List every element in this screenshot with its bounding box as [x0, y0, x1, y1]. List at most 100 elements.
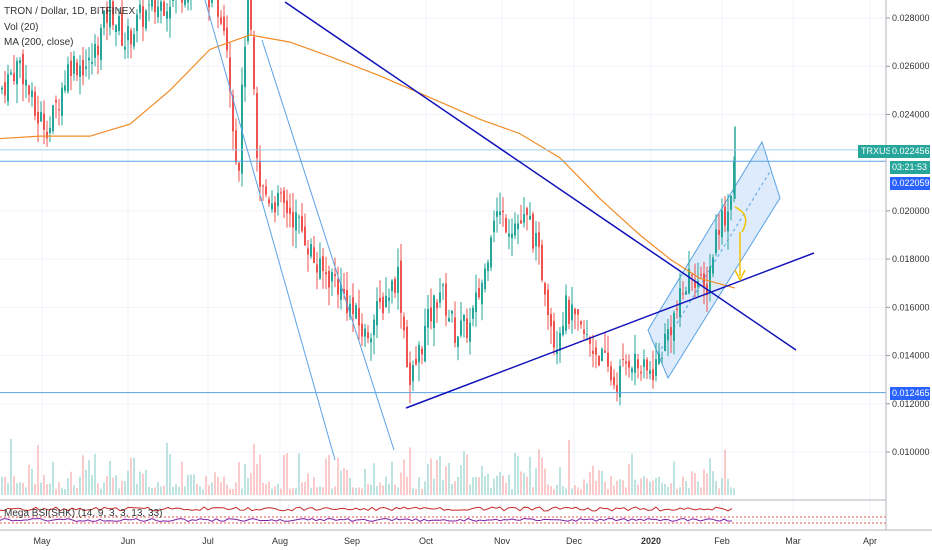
- volume-bar: [451, 483, 453, 495]
- volume-legend[interactable]: Vol (20): [4, 22, 39, 33]
- hline-price-tag-upper: 0.022059: [890, 177, 930, 190]
- candle-body: [685, 291, 687, 295]
- volume-bar: [4, 476, 6, 495]
- x-tick-label: Mar: [785, 536, 801, 546]
- candle-body: [466, 318, 468, 338]
- candle-body: [460, 320, 462, 336]
- candle-body: [598, 355, 600, 366]
- x-tick-label: Jul: [202, 536, 214, 546]
- candle-body: [730, 195, 732, 211]
- volume-bar: [664, 483, 666, 495]
- volume-bar: [391, 461, 393, 495]
- candle-body: [262, 185, 264, 187]
- volume-bar: [55, 488, 57, 495]
- candle-body: [475, 292, 477, 313]
- volume-bar: [46, 484, 48, 495]
- volume-bar: [340, 470, 342, 495]
- volume-bar: [499, 471, 501, 495]
- candle-body: [658, 353, 660, 364]
- candle-body: [229, 57, 231, 91]
- candle-body: [661, 357, 663, 359]
- volume-bar: [178, 486, 180, 495]
- candle-body: [526, 208, 528, 215]
- volume-bar: [388, 483, 390, 495]
- candle-body: [454, 317, 456, 343]
- volume-bar: [541, 457, 543, 495]
- volume-bar: [184, 486, 186, 495]
- volume-bar: [211, 482, 213, 495]
- candle-body: [136, 14, 138, 32]
- volume-bar: [604, 481, 606, 495]
- volume-bar: [484, 476, 486, 495]
- x-tick-label: Dec: [566, 536, 583, 546]
- candle-body: [682, 293, 684, 295]
- volume-bar: [337, 457, 339, 495]
- candle-body: [331, 272, 333, 282]
- volume-bar: [103, 482, 105, 495]
- volume-bar: [550, 486, 552, 495]
- volume-bar: [328, 455, 330, 495]
- candle-body: [406, 326, 408, 368]
- candle-body: [688, 268, 690, 294]
- volume-bar: [433, 478, 435, 495]
- volume-bar: [415, 488, 417, 495]
- x-tick-label: Nov: [494, 536, 511, 546]
- volume-bar: [1, 476, 3, 495]
- candle-body: [238, 162, 240, 171]
- volume-bar: [409, 447, 411, 495]
- down-arrow-head: [734, 269, 746, 282]
- candle-body: [502, 210, 504, 213]
- candle-body: [55, 99, 57, 103]
- candle-body: [556, 349, 558, 355]
- volume-bar: [721, 478, 723, 495]
- candle-body: [298, 216, 300, 218]
- volume-bar: [139, 471, 141, 495]
- volume-bar: [355, 487, 357, 495]
- volume-bar: [283, 454, 285, 495]
- candle-body: [649, 370, 651, 374]
- volume-bar: [82, 455, 84, 495]
- steep-line-1: [204, 0, 336, 461]
- candle-body: [316, 264, 318, 273]
- hline-price-tag-lower: 0.012465: [890, 387, 930, 400]
- volume-bar: [394, 484, 396, 495]
- candle-body: [265, 186, 267, 195]
- descending-trendline: [284, 1, 797, 351]
- volume-bar: [724, 449, 726, 495]
- volume-bar: [199, 486, 201, 495]
- volume-bar: [13, 476, 15, 495]
- candle-body: [130, 30, 132, 45]
- volume-bar: [331, 488, 333, 495]
- candle-body: [490, 237, 492, 268]
- ma-legend[interactable]: MA (200, close): [4, 37, 74, 48]
- candle-body: [217, 0, 219, 17]
- candle-body: [517, 223, 519, 230]
- y-tick-label: 0.012000: [892, 399, 930, 409]
- candle-body: [538, 232, 540, 247]
- volume-bar: [127, 470, 129, 495]
- candle-body: [58, 109, 60, 111]
- candle-body: [67, 64, 69, 92]
- volume-bar: [190, 474, 192, 495]
- volume-bar: [292, 488, 294, 495]
- volume-bar: [436, 460, 438, 495]
- volume-bar: [493, 478, 495, 495]
- volume-bar: [613, 485, 615, 495]
- y-tick-label: 0.028000: [892, 13, 930, 23]
- candle-body: [574, 308, 576, 315]
- candle-body: [280, 192, 282, 194]
- volume-bar: [625, 487, 627, 495]
- oscillator-legend[interactable]: Mega BSI(SHK) (14, 9, 3, 3, 13, 33): [4, 508, 163, 519]
- candle-body: [370, 338, 372, 343]
- volume-bar: [160, 486, 162, 495]
- candle-body: [727, 211, 729, 232]
- candle-body: [499, 211, 501, 216]
- candle-body: [1, 87, 3, 90]
- volume-bar: [61, 487, 63, 495]
- candle-body: [676, 308, 678, 311]
- volume-bar: [301, 482, 303, 495]
- volume-bar: [469, 484, 471, 495]
- osc-line-1: [0, 506, 733, 512]
- volume-bar: [10, 438, 12, 495]
